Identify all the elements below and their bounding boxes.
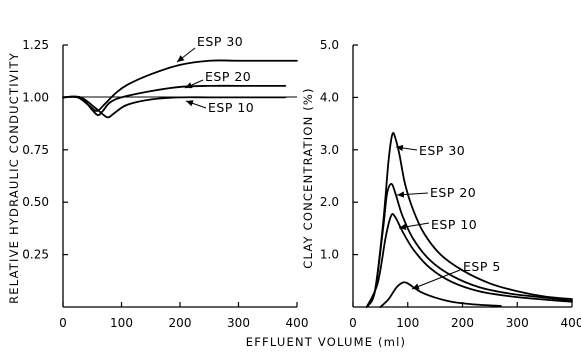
series-line-esp-20-left bbox=[62, 84, 287, 117]
x-tick-label: 400 bbox=[286, 316, 309, 330]
y-tick-label: 1.0 bbox=[320, 248, 339, 262]
x-tick-label: 300 bbox=[506, 316, 529, 330]
series-line-esp-30-right bbox=[365, 132, 573, 308]
annotation-esp-10-right: ESP 10 bbox=[398, 217, 477, 232]
y-axis-title-right: CLAY CONCENTRATION (%) bbox=[301, 87, 315, 269]
y-tick-label: 0.25 bbox=[22, 248, 49, 262]
svg-text:ESP 30: ESP 30 bbox=[197, 34, 243, 49]
svg-text:ESP 10: ESP 10 bbox=[431, 217, 477, 232]
x-tick-label: 300 bbox=[227, 316, 250, 330]
annotation-esp-10-left: ESP 10 bbox=[185, 100, 254, 115]
y-tick-label: 1.25 bbox=[22, 38, 49, 52]
y-tick-label: 4.0 bbox=[320, 90, 339, 104]
svg-text:ESP 20: ESP 20 bbox=[430, 185, 476, 200]
panel-hydraulic-conductivity: 0 100 200 300 400 0.25 0.50 0.75 1.00 1.25 RELATI… bbox=[7, 34, 308, 330]
y-tick-label: 2.0 bbox=[320, 195, 339, 209]
svg-text:ESP 10: ESP 10 bbox=[208, 100, 254, 115]
panel-clay-concentration: 0 100 200 300 400 1.0 2.0 3.0 4.0 5.0 CLAY CONCEN… bbox=[301, 38, 581, 330]
x-tick-label: 100 bbox=[110, 316, 133, 330]
series-line-esp-5-right bbox=[379, 281, 502, 308]
annotation-esp-30-left: ESP 30 bbox=[176, 34, 243, 63]
svg-text:ESP 20: ESP 20 bbox=[205, 69, 251, 84]
y-tick-label: 0.75 bbox=[22, 143, 49, 157]
annotation-esp-30-right: ESP 30 bbox=[395, 143, 465, 158]
y-tick-label: 0.50 bbox=[22, 195, 49, 209]
y-tick-label: 1.00 bbox=[22, 90, 49, 104]
x-tick-label: 0 bbox=[349, 316, 357, 330]
annotation-esp-20-left: ESP 20 bbox=[184, 69, 251, 89]
x-tick-label: 200 bbox=[169, 316, 192, 330]
series-line-esp-10-right bbox=[365, 213, 573, 308]
x-tick-label: 100 bbox=[396, 316, 419, 330]
y-tick-label: 5.0 bbox=[320, 38, 339, 52]
svg-text:ESP 30: ESP 30 bbox=[419, 143, 465, 158]
x-tick-label: 0 bbox=[59, 316, 67, 330]
series-line-esp-10-left bbox=[62, 95, 287, 119]
y-axis-title-left: RELATIVE HYDRAULIC CONDUCTIVITY bbox=[7, 52, 21, 304]
annotation-esp-5-right: ESP 5 bbox=[411, 259, 501, 290]
y-tick-label: 3.0 bbox=[320, 143, 339, 157]
annotation-esp-20-right: ESP 20 bbox=[396, 185, 476, 200]
x-tick-label: 200 bbox=[451, 316, 474, 330]
x-axis-title: EFFLUENT VOLUME (ml) bbox=[246, 335, 406, 349]
svg-text:ESP 5: ESP 5 bbox=[463, 259, 501, 274]
x-tick-label: 400 bbox=[561, 316, 581, 330]
